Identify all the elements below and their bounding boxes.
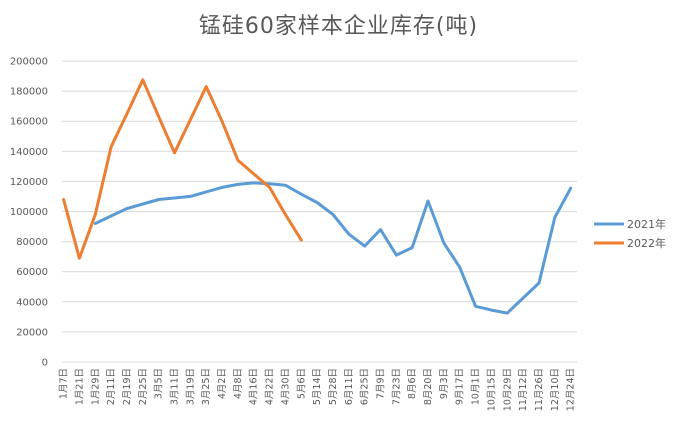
x-tick-label: 4月30日 xyxy=(280,368,291,405)
x-tick-label: 5月6日 xyxy=(296,368,307,399)
x-tick-label: 9月17日 xyxy=(455,368,466,405)
x-tick-label: 1月21日 xyxy=(74,368,85,405)
y-tick-label: 80000 xyxy=(16,237,48,248)
x-tick-label: 2月11日 xyxy=(106,368,117,405)
x-tick-label: 11月26日 xyxy=(534,368,545,411)
x-tick-label: 4月8日 xyxy=(233,368,244,399)
y-tick-label: 100000 xyxy=(10,207,48,218)
y-tick-label: 20000 xyxy=(16,327,48,338)
x-tick-label: 6月25日 xyxy=(360,368,371,405)
x-tick-label: 1月7日 xyxy=(59,368,70,399)
x-tick-label: 2月25日 xyxy=(138,368,149,405)
x-tick-label: 12月10日 xyxy=(550,368,561,411)
x-tick-label: 3月25日 xyxy=(201,368,212,405)
x-tick-label: 1月29日 xyxy=(90,368,101,405)
series-line-2 xyxy=(62,78,303,260)
series-line-1 xyxy=(93,181,573,315)
y-tick-label: 180000 xyxy=(10,87,48,98)
x-tick-label: 6月11日 xyxy=(344,368,355,405)
x-tick-label: 10月29日 xyxy=(502,368,513,411)
x-tick-label: 7月23日 xyxy=(391,368,402,405)
y-tick-label: 40000 xyxy=(16,297,48,308)
legend-label: 2022年 xyxy=(627,236,666,250)
x-tick-label: 3月11日 xyxy=(170,368,181,405)
x-tick-label: 9月3日 xyxy=(439,368,450,399)
y-tick-label: 160000 xyxy=(10,117,48,128)
y-tick-label: 200000 xyxy=(10,57,48,68)
x-tick-label: 11月12日 xyxy=(518,368,529,411)
x-tick-label: 4月2日 xyxy=(217,368,228,399)
x-tick-label: 2月19日 xyxy=(122,368,133,405)
x-tick-label: 10月1日 xyxy=(471,368,482,405)
y-tick-label: 60000 xyxy=(16,267,48,278)
x-tick-label: 4月22日 xyxy=(265,368,276,405)
x-tick-label: 10月15日 xyxy=(486,368,497,411)
x-tick-label: 5月14日 xyxy=(312,368,323,405)
y-tick-label: 120000 xyxy=(10,177,48,188)
x-tick-label: 12月24日 xyxy=(566,368,577,411)
x-tick-label: 7月9日 xyxy=(376,368,387,399)
x-tick-label: 4月16日 xyxy=(249,368,260,405)
x-tick-label: 3月19日 xyxy=(185,368,196,405)
y-tick-label: 140000 xyxy=(10,147,48,158)
legend-label: 2021年 xyxy=(627,217,666,231)
x-tick-label: 8月6日 xyxy=(407,368,418,399)
x-tick-label: 5月28日 xyxy=(328,368,339,405)
x-tick-label: 3月5日 xyxy=(154,368,165,399)
chart-title: 锰硅60家样本企业库存(吨) xyxy=(198,14,479,39)
y-tick-label: 0 xyxy=(42,358,48,369)
x-tick-label: 8月20日 xyxy=(423,368,434,405)
